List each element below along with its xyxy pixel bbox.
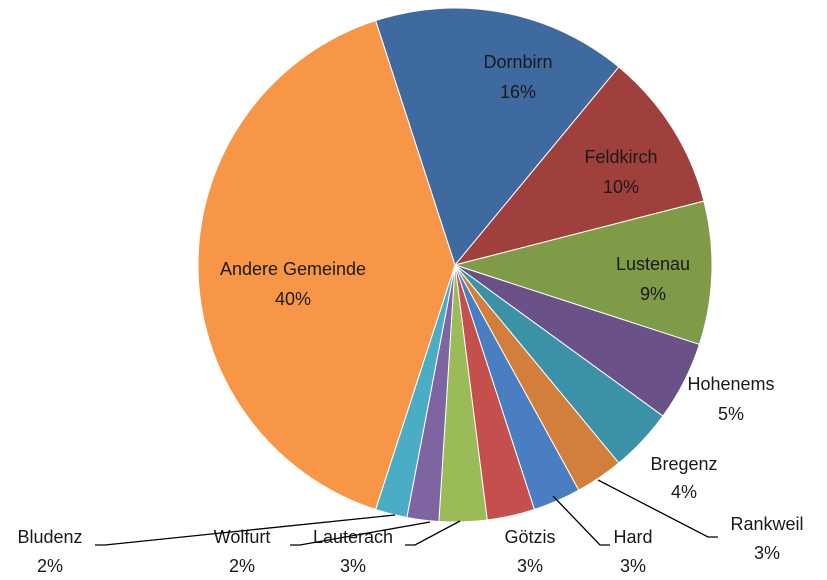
slice-value: 40%: [275, 289, 311, 309]
leader-line: [95, 514, 396, 546]
slice-label: Hard: [613, 527, 652, 547]
slice-value: 2%: [229, 556, 255, 576]
slice-label: Hohenems: [687, 374, 774, 394]
slice-value: 16%: [500, 82, 536, 102]
slice-value: 4%: [671, 482, 697, 502]
slice-label: Bludenz: [17, 527, 82, 547]
slice-label: Feldkirch: [584, 147, 657, 167]
slice-value: 3%: [517, 556, 543, 576]
leader-line: [552, 495, 610, 546]
slice-value: 3%: [754, 543, 780, 563]
pie-slice: [453, 200, 713, 346]
pie-slice: [453, 66, 705, 266]
leader-line: [405, 520, 461, 546]
slice-label: Rankweil: [730, 514, 803, 534]
slice-label: Lauterach: [313, 527, 393, 547]
pie-slice: [197, 19, 456, 511]
slice-value: 3%: [620, 556, 646, 576]
slice-value: 10%: [603, 177, 639, 197]
slice-label: Götzis: [504, 527, 555, 547]
slice-value: 5%: [718, 404, 744, 424]
leader-line: [290, 521, 431, 546]
slice-value: 2%: [37, 556, 63, 576]
slice-label: Lustenau: [616, 254, 690, 274]
pie-slice: [374, 7, 620, 267]
slice-label: Bregenz: [650, 454, 717, 474]
slice-label: Wolfurt: [214, 527, 271, 547]
slice-value: 3%: [340, 556, 366, 576]
slice-label: Dornbirn: [483, 52, 552, 72]
leader-line: [597, 479, 718, 538]
slice-label: Andere Gemeinde: [220, 259, 366, 279]
slice-value: 9%: [640, 284, 666, 304]
